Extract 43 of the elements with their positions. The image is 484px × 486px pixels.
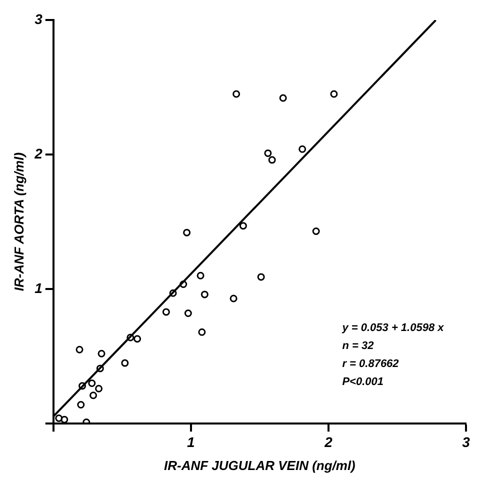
point: [330, 90, 338, 98]
point: [180, 280, 188, 288]
point: [98, 350, 106, 358]
y-tick-label: 2: [34, 145, 43, 162]
x-axis-title: IR-ANF JUGULAR VEIN (ng/ml): [164, 458, 356, 473]
x-tick-label: 1: [187, 434, 196, 450]
y-tick-label: 1: [34, 280, 43, 296]
point: [312, 227, 320, 235]
x-tick-label: 3: [462, 434, 470, 450]
point: [200, 290, 208, 298]
point: [184, 310, 192, 318]
point: [90, 392, 98, 400]
point: [96, 364, 104, 372]
point: [239, 222, 247, 230]
point: [126, 334, 134, 342]
point: [55, 414, 63, 422]
point: [279, 94, 287, 102]
point: [60, 416, 68, 424]
point: [298, 145, 306, 153]
point: [162, 308, 170, 316]
point: [232, 90, 240, 98]
point: [230, 294, 238, 302]
annotation: P<0.001: [342, 376, 384, 388]
point: [77, 401, 85, 409]
point: [183, 228, 191, 236]
point: [121, 359, 129, 367]
annotation: r = 0.87662: [342, 358, 399, 370]
point: [169, 289, 177, 297]
point: [198, 328, 206, 336]
x-tick-label: 2: [324, 434, 333, 450]
point: [196, 272, 204, 280]
annotation: n = 32: [342, 340, 374, 352]
point: [95, 384, 103, 392]
point: [268, 156, 276, 164]
y-axis-title: IR-ANF AORTA (ng/ml): [11, 152, 26, 292]
point: [78, 382, 86, 390]
annotation: y = 0.053 + 1.0598 x: [341, 322, 445, 334]
point: [76, 346, 84, 354]
y-tick-label: 3: [34, 10, 43, 27]
point: [88, 379, 96, 387]
point: [264, 149, 272, 157]
point: [134, 335, 142, 343]
point: [257, 273, 265, 281]
